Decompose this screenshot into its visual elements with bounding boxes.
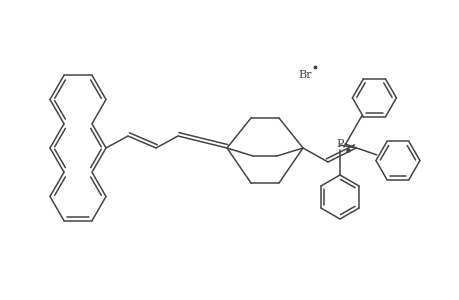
Text: P: P: [336, 139, 343, 149]
Text: Br: Br: [297, 70, 311, 80]
